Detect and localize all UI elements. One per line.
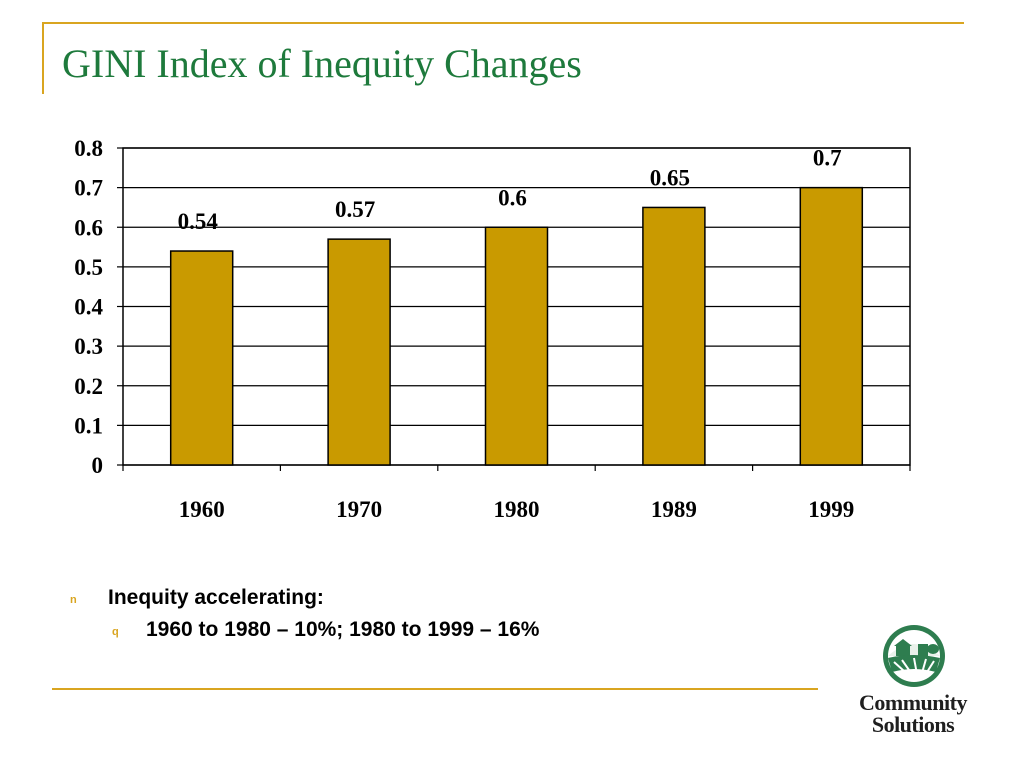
logo-line1: Community [859,690,967,715]
y-tick-label: 0.6 [74,215,103,240]
bullet-level2: q 1960 to 1980 – 10%; 1980 to 1999 – 16% [70,618,539,642]
y-tick-label: 0.7 [74,176,103,201]
y-tick-label: 0.1 [74,413,103,438]
bullet-text: Inequity accelerating: [108,586,324,609]
data-label-1960: 0.54 [178,209,219,234]
slide-title: GINI Index of Inequity Changes [62,41,582,86]
bar-1980 [484,226,549,466]
community-solutions-logo: Community Solutions [838,622,988,742]
footer-accent-line [52,688,818,690]
y-tick-label: 0.8 [74,136,103,161]
x-tick-label-1960: 1960 [179,497,225,522]
logo-line2: Solutions [871,712,955,737]
bar-1989 [642,206,706,466]
farm-seal-icon [883,625,945,687]
sub-bullet-text: 1960 to 1980 – 10%; 1980 to 1999 – 16% [146,618,540,641]
y-tick-label: 0.4 [74,295,103,320]
top-accent-line [42,22,964,24]
data-label-1999: 0.7 [813,146,842,171]
bullet-level1: n Inequity accelerating: [70,586,539,610]
x-tick-label-1989: 1989 [651,497,697,522]
bar-1960 [169,250,234,466]
left-accent-line [42,22,44,94]
bullet-marker-icon: n [70,594,77,606]
bar-1970 [327,238,391,466]
bar-1999 [799,186,864,466]
x-tick-label-1980: 1980 [494,497,540,522]
y-tick-label: 0.2 [74,374,103,399]
data-label-1970: 0.57 [335,197,375,222]
data-label-1980: 0.6 [498,185,527,210]
data-label-1989: 0.65 [650,165,690,190]
bar-chart: 0 0.1 0.2 0.3 0.4 0.5 0.6 0.7 0.8 0.54 1960 0.57 197… [74,136,911,522]
x-tick-label-1970: 1970 [336,497,382,522]
x-tick-label-1999: 1999 [808,497,854,522]
y-tick-label: 0 [92,453,104,478]
sub-bullet-marker-icon: q [112,626,119,638]
y-tick-label: 0.5 [74,255,103,280]
y-tick-label: 0.3 [74,334,103,359]
bullet-list: n Inequity accelerating: q 1960 to 1980 … [70,586,539,642]
